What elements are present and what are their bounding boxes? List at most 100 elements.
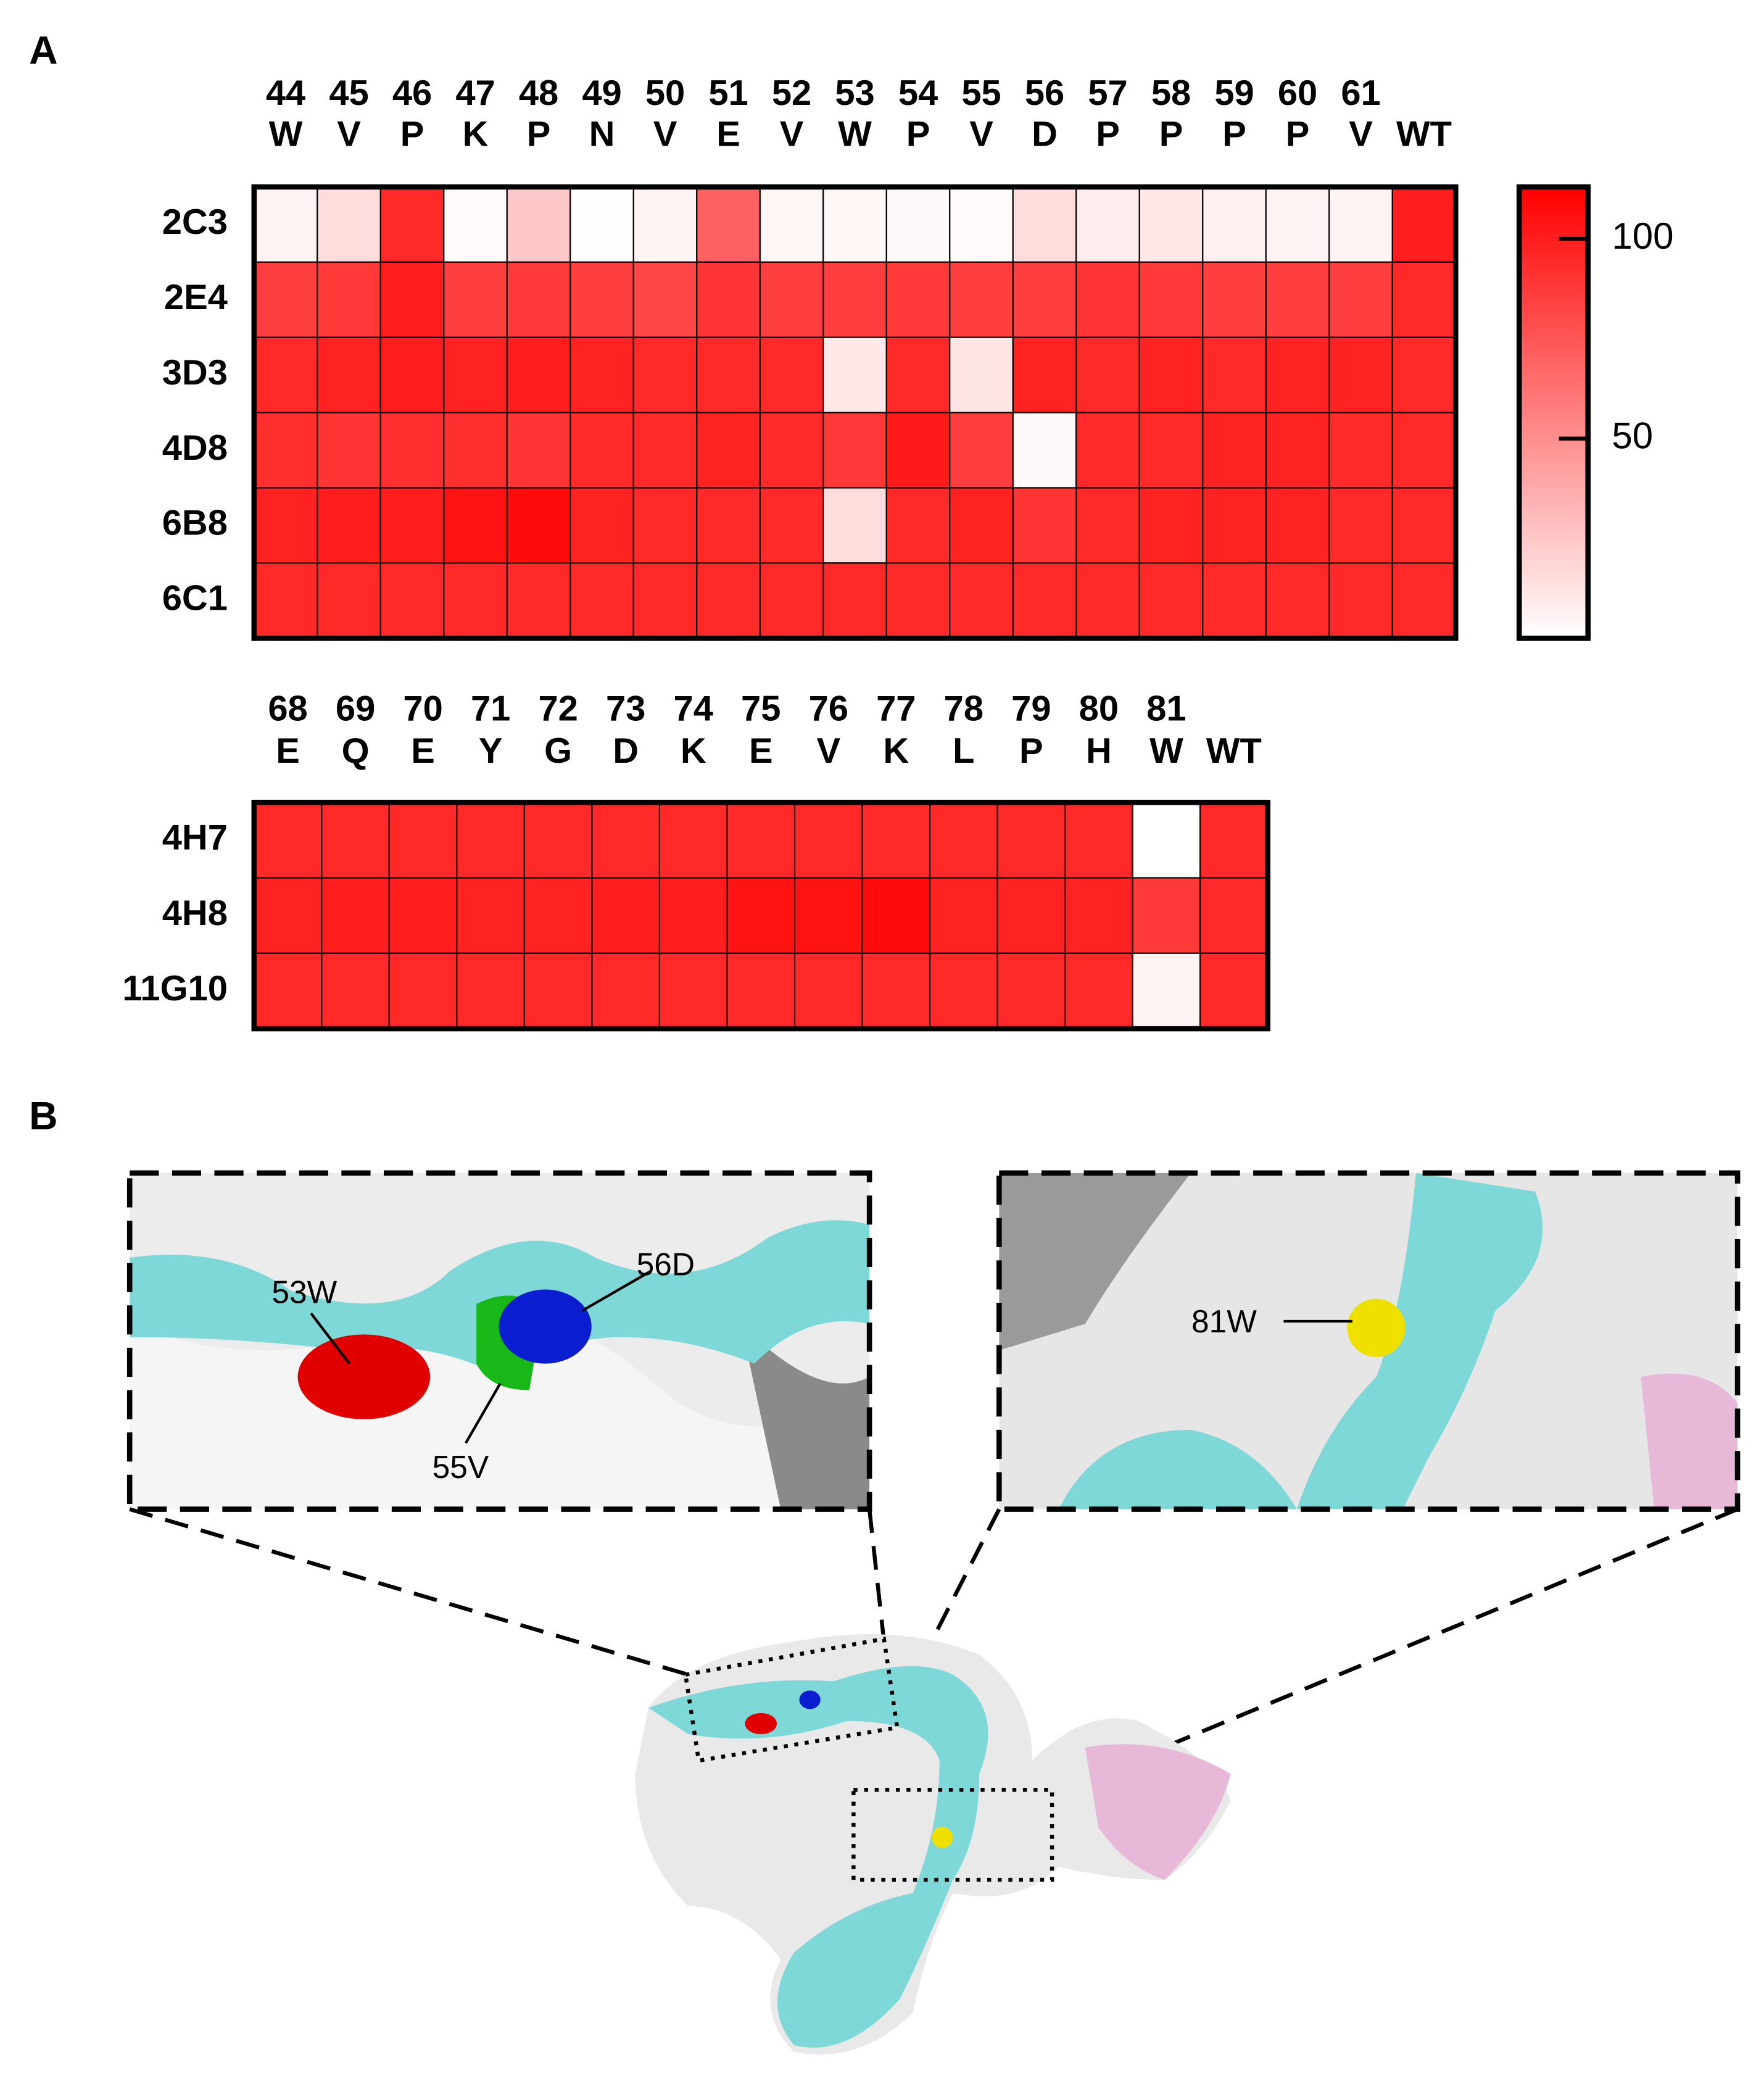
heatmap-cell: [1391, 562, 1457, 639]
heatmap-cell: [253, 336, 318, 413]
heatmap-cell: [388, 802, 458, 879]
heatmap-cell: [949, 261, 1014, 338]
heatmap-cell: [1012, 186, 1077, 263]
heatmap-cell: [1391, 261, 1457, 338]
heatmap-cell: [929, 877, 998, 954]
heatmap-cell: [321, 877, 390, 954]
heatmap-cell: [726, 877, 796, 954]
column-residue: L: [953, 731, 974, 771]
column-residue: K: [463, 115, 489, 154]
column-residue: V: [653, 115, 677, 154]
column-residue: W: [838, 115, 872, 154]
heatmap-cell: [1391, 336, 1457, 413]
heatmap-cell: [388, 952, 458, 1030]
heatmap-cell: [696, 261, 761, 338]
heatmap-cell: [759, 261, 824, 338]
column-number: 59: [1214, 73, 1254, 113]
heatmap-cell: [591, 802, 661, 879]
heatmap-border: [251, 799, 1270, 1032]
heatmap-cell: [885, 562, 951, 639]
heatmap-cell: [1138, 336, 1204, 413]
column-residue: P: [1019, 731, 1043, 771]
heatmap-cell: [696, 562, 761, 639]
column-residue: H: [1086, 731, 1112, 771]
heatmap-cell: [506, 336, 571, 413]
column-number: 70: [403, 689, 442, 729]
heatmap-cell: [1265, 186, 1330, 263]
column-residue: WT: [1396, 115, 1452, 154]
panel-label: A: [29, 28, 57, 72]
heatmap-cell: [861, 952, 931, 1030]
column-number: 81: [1146, 689, 1186, 729]
heatmap-cell: [1328, 412, 1393, 489]
heatmap-cell: [1012, 487, 1077, 564]
column-residue: P: [400, 115, 424, 154]
heatmap-cell: [253, 802, 323, 879]
heatmap-cell: [885, 487, 951, 564]
heatmap-cell: [759, 336, 824, 413]
heatmap-cell: [506, 261, 571, 338]
heatmap-cell: [822, 186, 887, 263]
heatmap-cell: [379, 186, 445, 263]
heatmap-cell: [253, 487, 318, 564]
column-number: 73: [606, 689, 645, 729]
heatmap-cell: [1138, 562, 1204, 639]
heatmap-cell: [506, 487, 571, 564]
heatmap-cell: [443, 487, 508, 564]
heatmap-cell: [1132, 802, 1201, 879]
column-residue: P: [1222, 115, 1246, 154]
heatmap-cell: [632, 186, 698, 263]
heatmap-cell: [1391, 487, 1457, 564]
row-label: 3D3: [162, 353, 228, 392]
column-number: 47: [455, 73, 495, 113]
heatmap-cell: [929, 802, 998, 879]
heatmap-cell: [793, 952, 863, 1030]
heatmap-cell: [1328, 562, 1393, 639]
heatmap-cell: [1202, 186, 1267, 263]
heatmap-border: [251, 184, 1459, 641]
column-residue: E: [276, 731, 300, 771]
heatmap-cell: [929, 952, 998, 1030]
heatmap-cell: [317, 562, 381, 639]
heatmap-cell: [1391, 186, 1457, 263]
heatmap-cell: [696, 336, 761, 413]
heatmap-cell: [822, 487, 887, 564]
row-label: 4H8: [162, 894, 228, 933]
column-number: 60: [1278, 73, 1317, 113]
heatmap-cell: [569, 261, 634, 338]
heatmap-cell: [253, 877, 323, 954]
heatmap-cell: [317, 186, 381, 263]
heatmap-cell: [321, 952, 390, 1030]
heatmap-cell: [569, 186, 634, 263]
heatmap-cell: [1075, 487, 1140, 564]
column-residue: E: [716, 115, 740, 154]
column-number: 45: [329, 73, 368, 113]
column-number: 61: [1341, 73, 1380, 113]
heatmap-cell: [523, 877, 593, 954]
column-residue: V: [337, 115, 361, 154]
heatmap-cell: [949, 412, 1014, 489]
column-residue: E: [749, 731, 773, 771]
heatmap-cell: [317, 412, 381, 489]
heatmap-cell: [996, 952, 1066, 1030]
heatmap-cell: [1075, 412, 1140, 489]
column-number: 55: [961, 73, 1001, 113]
column-number: 78: [944, 689, 983, 729]
heatmap-cell: [1138, 487, 1204, 564]
heatmap-cell: [1064, 802, 1133, 879]
heatmap-cell: [1328, 261, 1393, 338]
heatmap-cell: [1199, 877, 1269, 954]
heatmap-cell: [253, 412, 318, 489]
heatmap-cell: [861, 802, 931, 879]
heatmap-cell: [793, 802, 863, 879]
column-residue: P: [1159, 115, 1183, 154]
colorbar-tick-label: 50: [1612, 415, 1653, 457]
heatmap-cell: [506, 412, 571, 489]
panel-label: B: [29, 1094, 57, 1138]
row-label: 6B8: [162, 504, 228, 543]
heatmap-cell: [885, 412, 951, 489]
heatmap-cell: [1265, 487, 1330, 564]
column-residue: K: [681, 731, 706, 771]
heatmap-cell: [379, 336, 445, 413]
heatmap-cell: [1075, 336, 1140, 413]
